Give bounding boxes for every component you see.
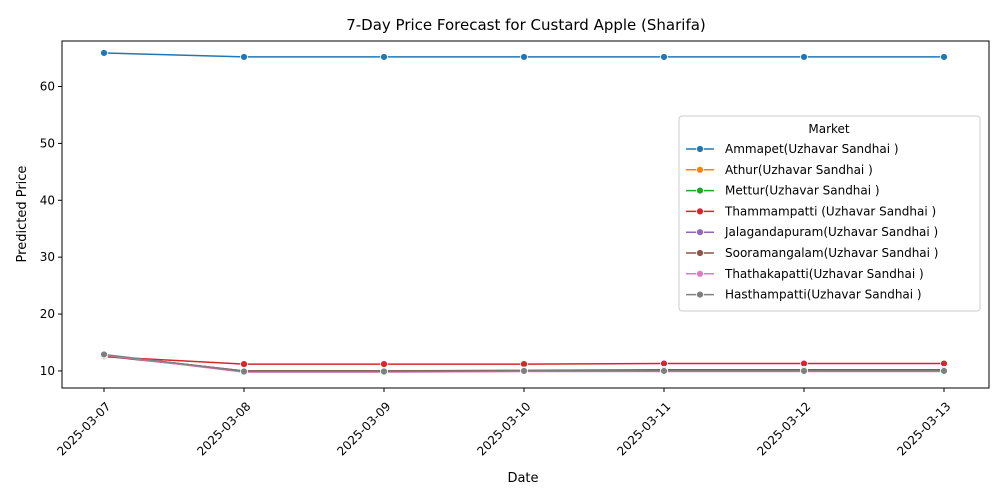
legend-label: Hasthampatti(Uzhavar Sandhai )	[725, 288, 922, 302]
x-axis-label: Date	[507, 471, 538, 486]
y-tick-label: 20	[40, 307, 55, 321]
data-point	[240, 367, 248, 376]
data-point	[800, 367, 808, 375]
legend-item: Jalagandapuram(Uzhavar Sandhai )	[686, 225, 938, 239]
legend-label: Jalagandapuram(Uzhavar Sandhai )	[724, 225, 938, 239]
legend-item: Ammapet(Uzhavar Sandhai )	[686, 142, 899, 156]
plot-area-frame	[61, 40, 990, 389]
data-point	[940, 53, 948, 61]
legend-label: Ammapet(Uzhavar Sandhai )	[725, 142, 899, 156]
x-tick-label: 2025-03-07	[54, 399, 113, 458]
data-point	[100, 49, 108, 57]
legend-box	[678, 115, 981, 312]
y-tick-label: 50	[40, 136, 55, 150]
x-tick-label: 2025-03-08	[194, 399, 253, 458]
legend: Market Ammapet(Uzhavar Sandhai ) Athur(Uz…	[678, 115, 981, 312]
legend-item: Thathakapatti(Uzhavar Sandhai )	[686, 267, 924, 281]
legend-item: Hasthampatti(Uzhavar Sandhai )	[686, 288, 922, 302]
x-tick-label: 2025-03-09	[334, 399, 393, 458]
data-point	[380, 53, 388, 61]
data-point	[660, 53, 668, 61]
legend-item: Mettur(Uzhavar Sandhai )	[686, 184, 880, 198]
legend-label: Athur(Uzhavar Sandhai )	[725, 163, 873, 177]
x-axis: 2025-03-07 2025-03-08 2025-03-09 2025-03-10…	[54, 388, 954, 458]
legend-marker	[696, 290, 704, 299]
data-point	[380, 367, 388, 376]
data-point	[380, 360, 388, 369]
legend-marker	[696, 207, 704, 216]
legend-title: Market	[808, 122, 850, 136]
series	[100, 352, 948, 369]
legend-marker	[696, 269, 704, 278]
y-tick-label: 60	[40, 80, 55, 94]
legend-label: Thammampatti (Uzhavar Sandhai )	[724, 204, 936, 218]
data-point	[660, 367, 668, 375]
y-tick-label: 30	[40, 250, 55, 264]
x-tick-label: 2025-03-13	[894, 399, 953, 458]
series	[100, 350, 948, 376]
series	[100, 49, 948, 61]
x-tick-label: 2025-03-12	[754, 399, 813, 458]
series-layer	[100, 49, 948, 376]
data-point	[520, 53, 528, 61]
legend-marker	[696, 228, 704, 237]
legend-label: Sooramangalam(Uzhavar Sandhai )	[725, 246, 939, 260]
legend-items: Ammapet(Uzhavar Sandhai ) Athur(Uzhavar S…	[686, 142, 939, 302]
x-tick-label: 2025-03-10	[474, 399, 533, 458]
data-point	[520, 367, 528, 375]
legend-marker	[696, 249, 704, 257]
data-point	[800, 53, 808, 61]
data-point	[940, 367, 948, 375]
y-tick-label: 40	[40, 193, 55, 207]
legend-item: Thammampatti (Uzhavar Sandhai )	[686, 204, 936, 218]
legend-marker	[696, 186, 704, 195]
legend-label: Thathakapatti(Uzhavar Sandhai )	[724, 267, 924, 281]
data-point	[240, 53, 248, 61]
legend-label: Mettur(Uzhavar Sandhai )	[725, 184, 880, 198]
data-point	[100, 350, 108, 359]
legend-marker	[696, 145, 704, 153]
x-tick-label: 2025-03-11	[614, 399, 673, 458]
legend-item: Sooramangalam(Uzhavar Sandhai )	[686, 246, 939, 260]
y-tick-label: 10	[40, 364, 55, 378]
chart-title: 7-Day Price Forecast for Custard Apple (…	[346, 16, 706, 34]
y-axis: 10 20 30 40 50 60	[40, 80, 62, 378]
y-axis-label: Predicted Price	[15, 166, 30, 263]
legend-marker	[696, 165, 704, 174]
legend-item: Athur(Uzhavar Sandhai )	[686, 163, 873, 177]
data-point	[240, 360, 248, 369]
